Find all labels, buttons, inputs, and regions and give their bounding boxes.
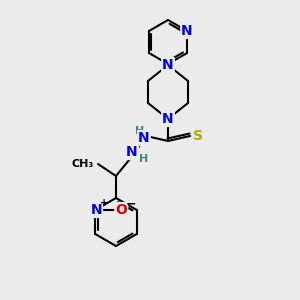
- Text: S: S: [193, 129, 203, 143]
- Text: H: H: [140, 154, 148, 164]
- Text: N: N: [90, 203, 102, 217]
- Text: CH₃: CH₃: [72, 159, 94, 169]
- Text: N: N: [181, 24, 193, 38]
- Text: O: O: [115, 203, 127, 217]
- Text: +: +: [100, 198, 108, 208]
- Text: N: N: [162, 58, 174, 72]
- Text: N: N: [126, 145, 138, 159]
- Text: N: N: [138, 131, 150, 145]
- Text: N: N: [162, 112, 174, 126]
- Text: H: H: [135, 126, 145, 136]
- Text: −: −: [126, 197, 136, 211]
